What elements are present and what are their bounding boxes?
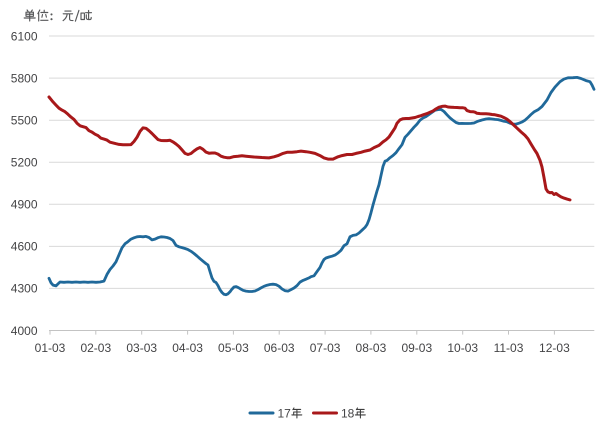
svg-text:11-03: 11-03 bbox=[494, 341, 524, 355]
svg-text:6100: 6100 bbox=[11, 29, 38, 43]
svg-text:01-03: 01-03 bbox=[35, 341, 66, 355]
svg-text:17: 17 bbox=[278, 406, 292, 420]
svg-text:03-03: 03-03 bbox=[126, 341, 157, 355]
svg-text:4900: 4900 bbox=[11, 198, 38, 212]
svg-text:4300: 4300 bbox=[11, 282, 38, 296]
svg-text:5500: 5500 bbox=[11, 114, 38, 128]
svg-text:10-03: 10-03 bbox=[447, 341, 478, 355]
svg-text:07-03: 07-03 bbox=[310, 341, 341, 355]
svg-text:4000: 4000 bbox=[11, 324, 38, 338]
svg-text:08-03: 08-03 bbox=[356, 341, 387, 355]
svg-text:04-03: 04-03 bbox=[172, 341, 203, 355]
svg-text:02-03: 02-03 bbox=[80, 341, 111, 355]
svg-text:18: 18 bbox=[341, 406, 355, 420]
svg-text:12-03: 12-03 bbox=[539, 341, 570, 355]
svg-text:5200: 5200 bbox=[11, 156, 38, 170]
svg-text:09-03: 09-03 bbox=[401, 341, 432, 355]
svg-text:4600: 4600 bbox=[11, 240, 38, 254]
svg-text:06-03: 06-03 bbox=[264, 341, 295, 355]
svg-text:5800: 5800 bbox=[11, 71, 38, 85]
svg-text:05-03: 05-03 bbox=[218, 341, 249, 355]
